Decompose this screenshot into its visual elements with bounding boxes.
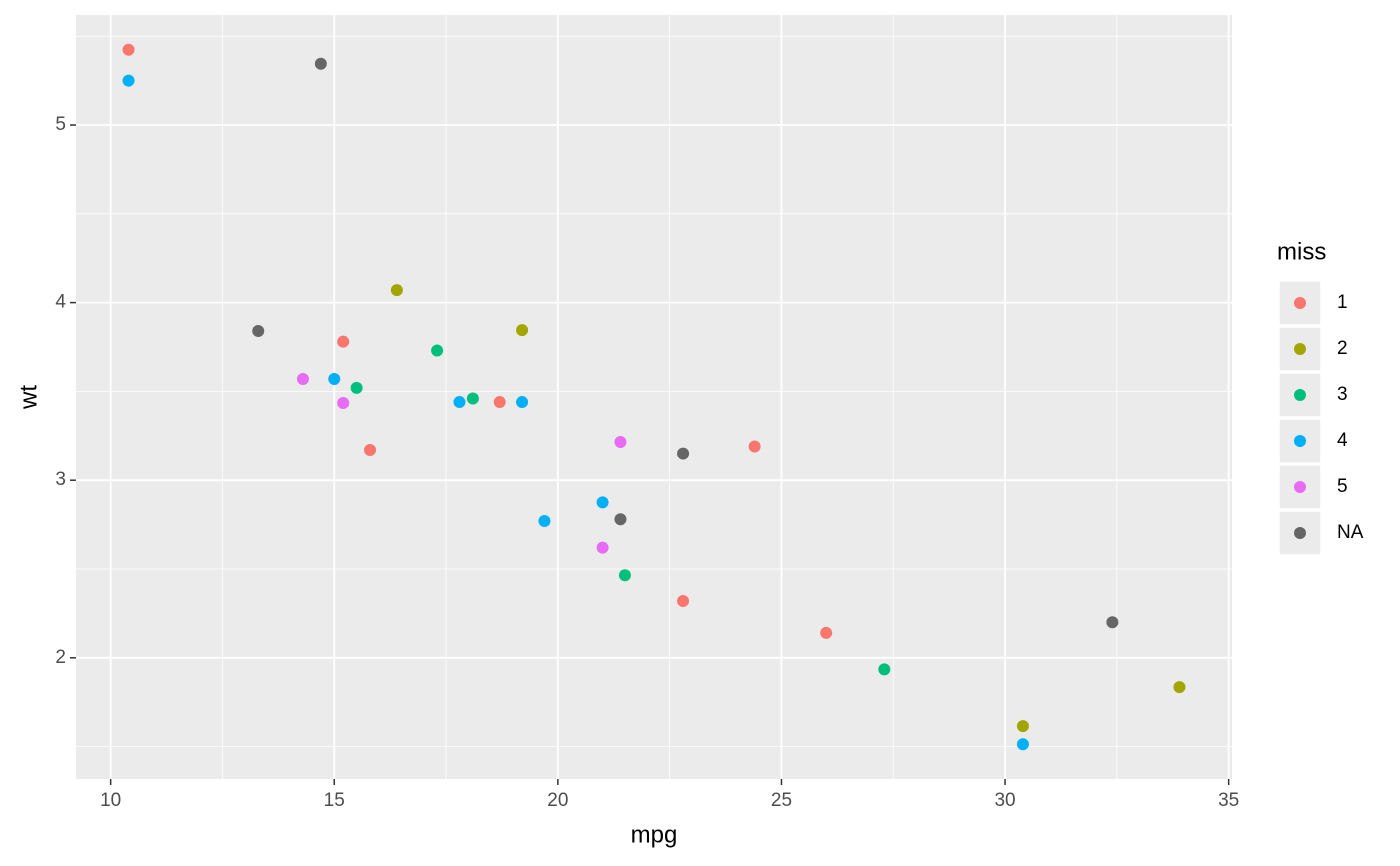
point: [122, 43, 135, 56]
point: [748, 440, 761, 453]
x-tick-label: 35: [1218, 790, 1239, 811]
point: [314, 57, 327, 70]
point: [296, 372, 309, 385]
legend-swatch: [1294, 527, 1306, 539]
y-axis-title: wt: [15, 385, 42, 410]
y-tick-label: 2: [55, 647, 66, 668]
point: [677, 447, 690, 460]
legend-label: NA: [1337, 522, 1364, 543]
point: [618, 569, 631, 582]
point: [364, 444, 377, 457]
y-tick-label: 4: [55, 292, 66, 313]
legend-label: 3: [1337, 384, 1348, 405]
point: [350, 381, 363, 394]
point: [122, 74, 135, 87]
point: [1173, 681, 1186, 694]
point: [453, 396, 466, 409]
legend-key: [1278, 510, 1322, 556]
legend-swatch: [1294, 435, 1306, 447]
legend-label: 1: [1337, 292, 1348, 313]
plot-area: [76, 15, 1232, 779]
point: [677, 594, 690, 607]
point: [1016, 720, 1029, 733]
point: [596, 496, 609, 509]
legend-label: 5: [1337, 476, 1348, 497]
x-axis-title: mpg: [631, 821, 678, 848]
x-tick-label: 20: [547, 790, 568, 811]
point: [516, 324, 529, 337]
point: [516, 396, 529, 409]
legend-key: [1278, 464, 1322, 510]
legend-title: miss: [1277, 238, 1326, 265]
point: [337, 335, 350, 348]
legend-swatch: [1294, 481, 1306, 493]
point: [614, 436, 627, 449]
point: [431, 344, 444, 357]
point: [820, 626, 833, 639]
point: [1106, 616, 1119, 629]
point: [538, 515, 551, 528]
point: [1016, 738, 1029, 751]
x-tick-label: 15: [324, 790, 345, 811]
y-tick-label: 5: [55, 114, 66, 135]
point: [878, 663, 891, 676]
panel-background: [76, 15, 1232, 779]
legend-swatch: [1294, 297, 1306, 309]
x-tick-label: 10: [100, 790, 121, 811]
legend-swatch: [1294, 389, 1306, 401]
point: [328, 372, 341, 385]
point: [493, 396, 506, 409]
y-tick-label: 3: [55, 469, 66, 490]
point: [252, 325, 265, 338]
point: [390, 284, 403, 297]
point: [337, 396, 350, 409]
point: [614, 513, 627, 526]
point: [596, 541, 609, 554]
x-tick-label: 30: [994, 790, 1015, 811]
legend-label: 2: [1337, 338, 1348, 359]
point: [466, 392, 479, 405]
legend-swatch: [1294, 343, 1306, 355]
x-tick-label: 25: [771, 790, 792, 811]
legend-label: 4: [1337, 430, 1348, 451]
